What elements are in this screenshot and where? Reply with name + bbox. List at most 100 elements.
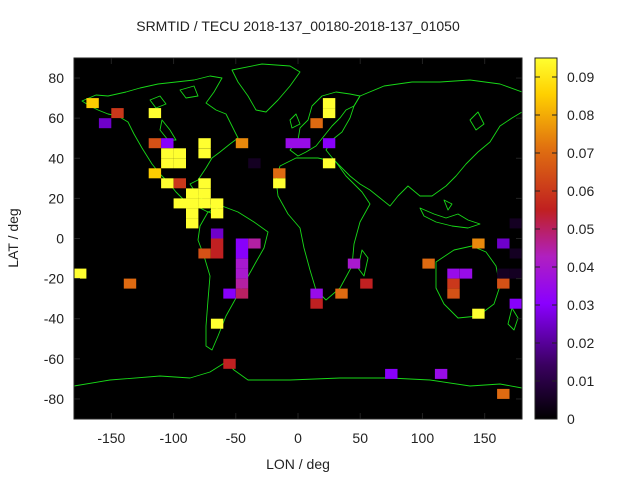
colorbar-tick-label: 0.04 (567, 259, 594, 275)
heatmap-cell (434, 368, 448, 379)
x-tick-label: 150 (473, 430, 497, 446)
x-tick-label: 0 (294, 430, 302, 446)
heatmap-cell (223, 358, 236, 369)
heatmap-cell (298, 138, 311, 149)
heatmap-cell (210, 198, 224, 209)
y-tick-label: 0 (56, 231, 64, 247)
heatmap-cell (86, 98, 99, 109)
heatmap-cell (111, 108, 124, 119)
x-tick-label: 100 (411, 430, 435, 446)
y-tick-label: 60 (48, 110, 64, 126)
colorbar-tick-label: 0.05 (567, 221, 594, 237)
heatmap-cell (310, 118, 323, 129)
y-tick-label: -40 (44, 311, 64, 327)
heatmap-cell (248, 238, 261, 249)
heatmap-cell (198, 178, 211, 189)
heatmap-cell (173, 178, 186, 189)
colorbar-ticks: 0 0.01 0.02 0.03 0.04 0.05 0.06 0.07 0.08 0.09 (535, 69, 594, 427)
heatmap-cell (210, 238, 224, 249)
heatmap-cell (198, 198, 211, 209)
heatmap-cell (161, 158, 174, 169)
y-tick-label: -20 (44, 271, 64, 287)
heatmap-cell (210, 208, 224, 219)
heatmap-cell (161, 138, 174, 149)
colorbar-tick-label: 0 (567, 411, 575, 427)
heatmap-cell (198, 248, 211, 259)
heatmap-cell (472, 308, 485, 319)
heatmap-cell (161, 178, 174, 189)
x-tick-label: -50 (226, 430, 246, 446)
heatmap-cell (235, 238, 249, 249)
x-tick-label: -100 (160, 430, 188, 446)
heatmap-cell (273, 178, 286, 189)
heatmap-cell (235, 288, 249, 299)
heatmap-cell (148, 108, 162, 119)
heatmap-cell (447, 268, 460, 279)
colorbar-tick-label: 0.03 (567, 297, 594, 313)
colorbar-tick-label: 0.07 (567, 145, 594, 161)
heatmap-cell (310, 298, 323, 309)
colorbar-tick-label: 0.06 (567, 183, 594, 199)
heatmap-cell (198, 138, 211, 149)
heatmap-cell (210, 248, 224, 259)
heatmap-cell (186, 218, 199, 229)
heatmap-cell (235, 278, 249, 289)
heatmap-cell (347, 258, 361, 269)
heatmap-cell (123, 278, 137, 289)
heatmap-cell (148, 138, 162, 149)
colorbar-tick-label: 0.01 (567, 373, 594, 389)
heatmap-cell (210, 228, 224, 239)
heatmap-cell (322, 108, 336, 119)
heatmap-cells (74, 98, 522, 399)
heatmap-cell (235, 138, 249, 149)
heatmap-cell (322, 158, 336, 169)
colorbar (534, 57, 558, 420)
x-tick-label: -150 (97, 430, 125, 446)
heatmap-cell (497, 388, 510, 399)
heatmap-cell (248, 158, 261, 169)
heatmap-cell (74, 268, 87, 279)
heatmap-cell (223, 288, 236, 299)
heatmap-cell (173, 148, 186, 159)
heatmap-cell (273, 168, 286, 179)
x-axis: -150 -100 -50 0 50 100 150 (97, 58, 497, 446)
y-tick-label: 80 (48, 70, 64, 86)
y-axis: -80 -60 -40 -20 0 20 40 60 80 (44, 70, 522, 407)
heatmap-cell (310, 288, 323, 299)
heatmap-cell (322, 98, 336, 109)
heatmap-cell (186, 188, 199, 199)
heatmap-cell (385, 368, 398, 379)
heatmap-cell (509, 248, 522, 259)
heatmap-cell (173, 198, 186, 209)
colorbar-tick-label: 0.08 (567, 107, 594, 123)
colorbar-tick-label: 0.02 (567, 335, 594, 351)
heatmap-cell (360, 278, 373, 289)
y-tick-label: 40 (48, 150, 64, 166)
heatmap-cell (472, 238, 485, 249)
y-tick-label: -60 (44, 351, 64, 367)
heatmap-cell (161, 148, 174, 159)
heatmap-cell (509, 298, 522, 309)
heatmap-cell (422, 258, 435, 269)
chart-title: SRMTID / TECU 2018-137_00180-2018-137_01… (136, 18, 460, 34)
heatmap-cell (509, 218, 522, 229)
heatmap-cell (497, 238, 510, 249)
heatmap-cell (509, 268, 522, 279)
heatmap-cell (186, 198, 199, 209)
heatmap-cell (210, 318, 224, 329)
colorbar-tick-label: 0.09 (567, 69, 594, 85)
x-axis-label: LON / deg (266, 456, 330, 472)
heatmap-cell (497, 268, 510, 279)
heatmap-cell (235, 258, 249, 269)
heatmap-cell (235, 248, 249, 259)
y-tick-label: 20 (48, 190, 64, 206)
heatmap-cell (459, 268, 473, 279)
heatmap-cell (198, 148, 211, 159)
heatmap-cell (447, 288, 460, 299)
heatmap-cell (335, 288, 348, 299)
y-axis-label: LAT / deg (5, 208, 21, 267)
heatmap-cell (173, 158, 186, 169)
heatmap-cell (285, 138, 298, 149)
heatmap-cell (198, 188, 211, 199)
